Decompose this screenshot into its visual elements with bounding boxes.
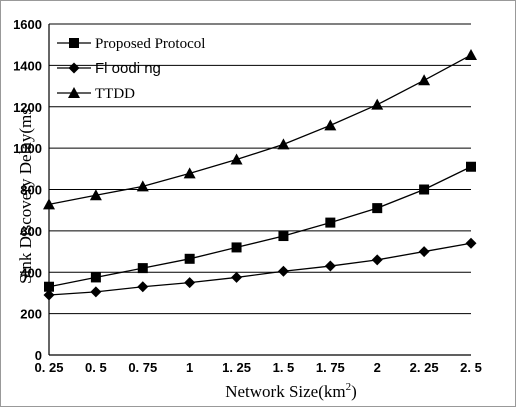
data-point-square — [419, 184, 430, 195]
data-point-diamond — [90, 286, 102, 298]
y-tick-label: 1400 — [13, 58, 42, 73]
data-point-diamond — [418, 246, 430, 258]
data-point-square — [184, 253, 195, 264]
y-tick-label: 1600 — [13, 17, 42, 32]
series-triangle — [43, 49, 477, 210]
x-tick-label: 1. 25 — [222, 360, 251, 375]
data-point-diamond — [371, 254, 383, 266]
legend-label: TTDD — [95, 86, 135, 102]
data-point-triangle — [277, 138, 290, 150]
x-tick-label: 0. 25 — [35, 360, 64, 375]
y-tick-label: 400 — [20, 265, 42, 280]
x-tick-label: 0. 75 — [128, 360, 157, 375]
data-point-triangle — [43, 198, 55, 210]
data-point-square — [278, 231, 289, 242]
data-point-triangle — [371, 98, 384, 110]
x-tick-label: 1. 5 — [273, 360, 295, 375]
data-point-triangle — [324, 119, 337, 131]
y-tick-label: 1200 — [13, 100, 42, 115]
data-point-square — [137, 263, 148, 274]
data-point-square — [90, 272, 101, 283]
legend-marker-triangle — [68, 87, 80, 98]
y-tick-label: 0 — [35, 348, 42, 363]
legend-item-square: Proposed Protocol — [57, 36, 205, 52]
x-axis-title-main: Network Size(km — [225, 382, 345, 401]
legend: Proposed Protocol Fl oodi ng TTDD — [57, 36, 205, 102]
y-axis-title: Sink Discovery Delay(ms — [16, 108, 35, 284]
data-point-square — [44, 281, 54, 292]
series-line-diamond — [48, 242, 472, 296]
series-diamond — [43, 237, 477, 301]
x-tick-label: 1. 75 — [316, 360, 345, 375]
x-tick-label: 2. 25 — [410, 360, 439, 375]
x-axis-title-superscript: 2 — [346, 381, 352, 393]
x-tick-labels: 0. 25 0. 5 0. 75 1 1. 25 1. 5 1. 75 2 2. 25 2. 5 — [35, 360, 482, 375]
legend-label: Fl oodi ng — [95, 60, 161, 77]
x-tick-label: 1 — [186, 360, 193, 375]
series-square — [44, 161, 476, 292]
legend-marker-square — [69, 38, 79, 48]
x-tick-label: 2 — [374, 360, 381, 375]
data-point-triangle — [230, 153, 243, 165]
y-tick-label: 600 — [20, 224, 42, 239]
data-point-square — [466, 161, 476, 172]
x-tick-label: 0. 5 — [85, 360, 107, 375]
y-tick-label: 800 — [20, 183, 42, 198]
y-tick-label: 200 — [20, 307, 42, 322]
data-point-diamond — [231, 271, 243, 283]
data-point-diamond — [277, 265, 289, 277]
y-tick-labels: 0 200 400 600 800 1000 1200 1400 1600 — [13, 17, 42, 363]
data-point-triangle — [136, 180, 149, 192]
data-point-triangle — [89, 189, 102, 201]
legend-item-triangle: TTDD — [57, 86, 135, 102]
data-point-diamond — [43, 289, 55, 301]
legend-label: Proposed Protocol — [95, 36, 205, 52]
legend-marker-diamond — [68, 62, 80, 74]
legend-item-diamond: Fl oodi ng — [57, 60, 161, 77]
x-tick-label: 2. 5 — [460, 360, 482, 375]
data-point-diamond — [184, 277, 196, 289]
x-axis-title-close: ) — [351, 382, 357, 401]
data-point-triangle — [183, 167, 196, 179]
data-series — [43, 49, 477, 301]
series-line-square — [48, 166, 472, 288]
data-point-triangle — [418, 74, 431, 86]
data-point-square — [231, 242, 242, 253]
data-point-square — [325, 217, 336, 228]
data-point-diamond — [137, 281, 149, 293]
data-point-diamond — [465, 237, 477, 249]
data-point-diamond — [324, 260, 336, 272]
x-axis-title: Network Size(km2) — [225, 381, 357, 401]
series-line-triangle — [48, 54, 472, 206]
data-point-triangle — [465, 49, 477, 61]
y-tick-label: 1000 — [13, 141, 42, 156]
data-point-square — [372, 203, 383, 214]
